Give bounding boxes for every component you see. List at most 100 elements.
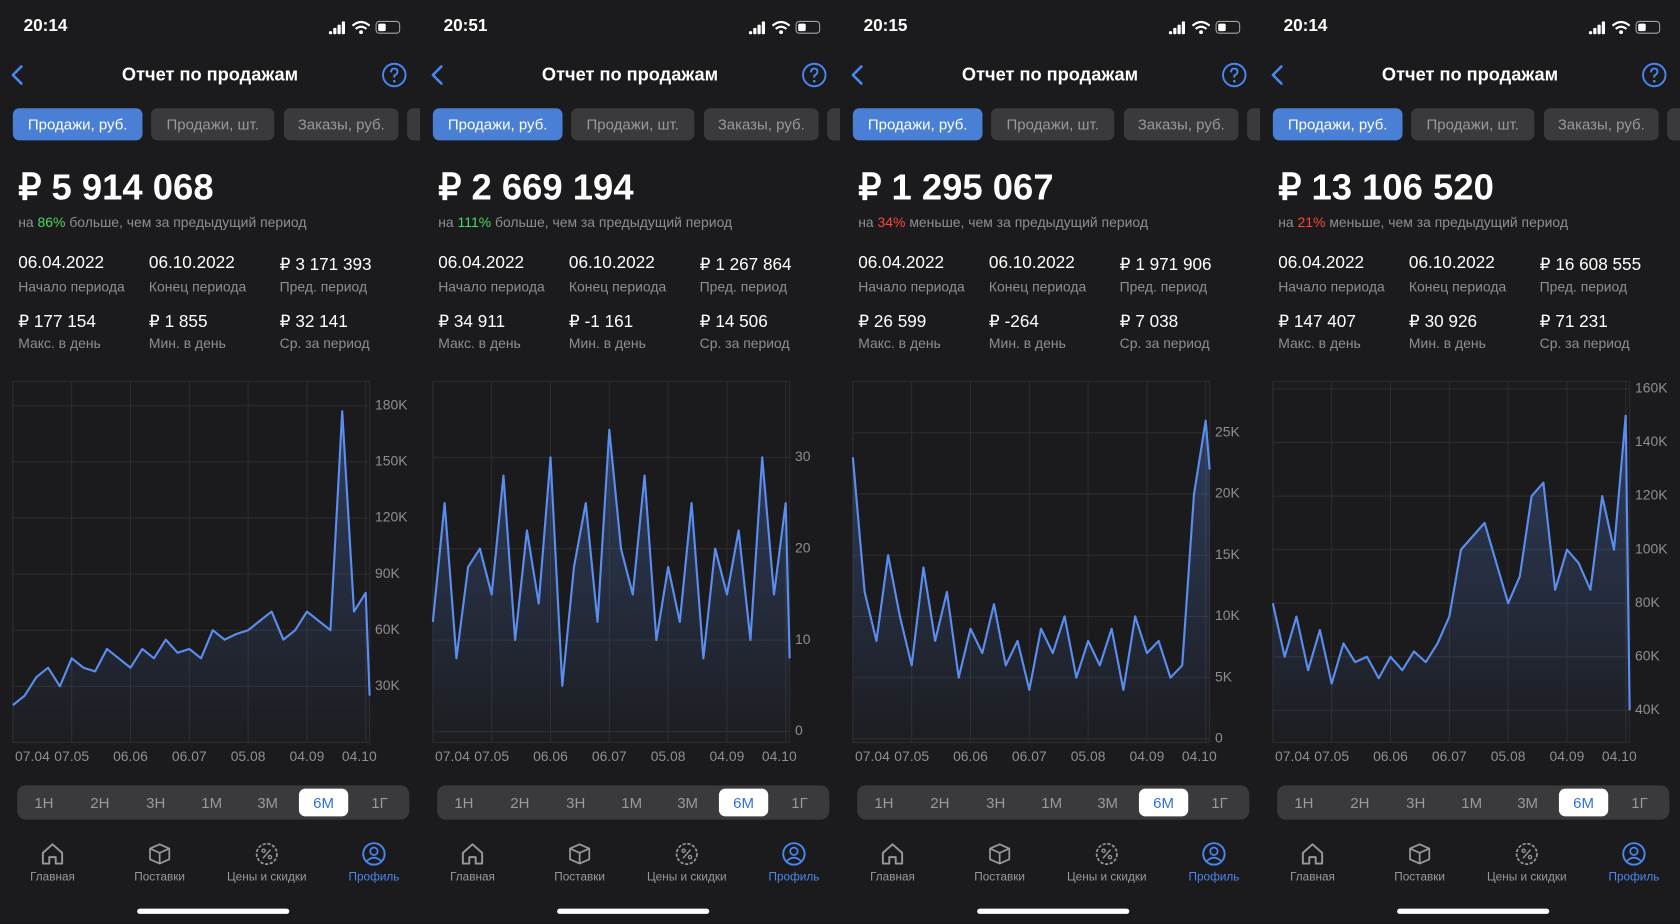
metric-tab[interactable]: Заказы, руб. [703, 108, 819, 141]
period-button[interactable]: 3Н [566, 793, 586, 812]
period-button[interactable]: 1Н [874, 793, 894, 812]
help-button[interactable] [800, 61, 828, 89]
help-button-part [1650, 67, 1659, 78]
period-button[interactable]: 3М [677, 793, 699, 812]
period-button[interactable]: 1Н [454, 793, 474, 812]
period-button[interactable]: 3Н [146, 793, 166, 812]
nav-item[interactable]: Поставки [1394, 871, 1446, 884]
metric-tab[interactable]: Продажи, руб. [852, 108, 983, 141]
nav-item[interactable]: Цены и скидки [1486, 871, 1567, 884]
nav-item[interactable]: Профиль [348, 871, 400, 884]
period-button[interactable]: 1М [1041, 793, 1063, 812]
nav-icon[interactable] [459, 840, 487, 868]
period-button[interactable]: 3М [1097, 793, 1119, 812]
nav-item[interactable]: Профиль [1188, 871, 1240, 884]
metric-tab-more[interactable] [827, 108, 841, 141]
metric-tab-more[interactable] [1667, 108, 1680, 141]
home-indicator [977, 908, 1130, 914]
period-button[interactable]: 2Н [1350, 793, 1370, 812]
back-button[interactable] [1264, 61, 1292, 89]
help-button-part [1230, 67, 1239, 78]
nav-icon[interactable] [1093, 840, 1121, 868]
help-button[interactable] [1640, 61, 1668, 89]
nav-item[interactable]: Цены и скидки [646, 871, 727, 884]
metric-tab[interactable]: Продажи, шт. [991, 108, 1115, 141]
metric-tab[interactable]: Продажи, шт. [151, 108, 275, 141]
stat-label: Начало периода [438, 278, 545, 295]
period-button[interactable]: 1М [621, 793, 643, 812]
metric-tab[interactable]: Продажи, руб. [1272, 108, 1403, 141]
nav-icon[interactable] [780, 840, 808, 868]
nav-item[interactable]: Поставки [974, 871, 1026, 884]
back-button[interactable] [424, 61, 452, 89]
period-button[interactable]: 3Н [986, 793, 1006, 812]
metric-tab[interactable]: Продажи, шт. [571, 108, 695, 141]
nav-item[interactable]: Профиль [768, 871, 820, 884]
nav-icon[interactable] [1299, 840, 1327, 868]
period-button[interactable]: 2Н [90, 793, 110, 812]
nav-item[interactable]: Главная [870, 871, 915, 884]
metric-tab[interactable]: Заказы, руб. [1543, 108, 1659, 141]
back-button[interactable] [4, 61, 32, 89]
nav-icon[interactable] [1513, 840, 1541, 868]
metric-tab-more[interactable] [407, 108, 421, 141]
nav-item[interactable]: Цены и скидки [1066, 871, 1147, 884]
nav-icon[interactable] [673, 840, 701, 868]
nav-icon[interactable] [566, 840, 594, 868]
nav-icon[interactable] [879, 840, 907, 868]
stat-value: ₽ 26 599 [858, 312, 927, 332]
help-button-part [382, 62, 407, 88]
back-button[interactable] [844, 61, 872, 89]
nav-icon[interactable] [1620, 840, 1648, 868]
stat-value: ₽ 3 171 393 [279, 256, 372, 275]
period-button[interactable]: 6М [1138, 788, 1189, 817]
nav-item[interactable]: Главная [1290, 871, 1335, 884]
period-button[interactable]: 6М [718, 788, 769, 817]
metric-tab[interactable]: Заказы, руб. [283, 108, 399, 141]
x-tick-label: 05.08 [1491, 748, 1526, 764]
nav-icon[interactable] [146, 840, 174, 868]
change-prefix: на [858, 214, 874, 231]
period-button[interactable]: 1Н [34, 793, 54, 812]
period-button[interactable]: 3М [1517, 793, 1539, 812]
metric-tab-more[interactable] [1247, 108, 1261, 141]
nav-icon[interactable] [1200, 840, 1228, 868]
period-button[interactable]: 2Н [930, 793, 950, 812]
nav-item[interactable]: Профиль [1608, 871, 1660, 884]
period-button[interactable]: 1Г [1631, 793, 1648, 812]
period-button[interactable]: 3Н [1406, 793, 1426, 812]
metric-tab[interactable]: Продажи, шт. [1411, 108, 1535, 141]
nav-icon[interactable] [986, 840, 1014, 868]
period-button[interactable]: 1М [201, 793, 223, 812]
nav-item[interactable]: Главная [450, 871, 495, 884]
nav-icon[interactable] [360, 840, 388, 868]
period-button[interactable]: 6М [1558, 788, 1609, 817]
stat-label: Макс. в день [438, 335, 521, 352]
nav-item[interactable]: Поставки [554, 871, 606, 884]
period-button[interactable]: 6М [298, 788, 349, 817]
help-button-part [1222, 62, 1247, 88]
help-button[interactable] [1220, 61, 1248, 89]
nav-icon[interactable] [1406, 840, 1434, 868]
period-button[interactable]: 1Н [1294, 793, 1314, 812]
period-button[interactable]: 1Г [791, 793, 808, 812]
nav-icon[interactable] [39, 840, 67, 868]
nav-item[interactable]: Поставки [134, 871, 186, 884]
y-tick-label: 180K [375, 396, 408, 412]
metric-tab[interactable]: Продажи, руб. [12, 108, 143, 141]
period-button[interactable]: 3М [257, 793, 279, 812]
nav-item[interactable]: Цены и скидки [226, 871, 307, 884]
metric-tab[interactable]: Заказы, руб. [1123, 108, 1239, 141]
period-button[interactable]: 1Г [371, 793, 388, 812]
period-button[interactable]: 1М [1461, 793, 1483, 812]
x-tick-label: 07.04 [15, 748, 50, 764]
period-button[interactable]: 2Н [510, 793, 530, 812]
y-tick-label: 10K [1215, 607, 1240, 623]
nav-item[interactable]: Главная [30, 871, 75, 884]
nav-icon[interactable] [253, 840, 281, 868]
help-button[interactable] [380, 61, 408, 89]
nav-icon-part [362, 842, 386, 866]
period-button[interactable]: 1Г [1211, 793, 1228, 812]
status-time: 20:14 [1283, 17, 1328, 36]
metric-tab[interactable]: Продажи, руб. [432, 108, 563, 141]
